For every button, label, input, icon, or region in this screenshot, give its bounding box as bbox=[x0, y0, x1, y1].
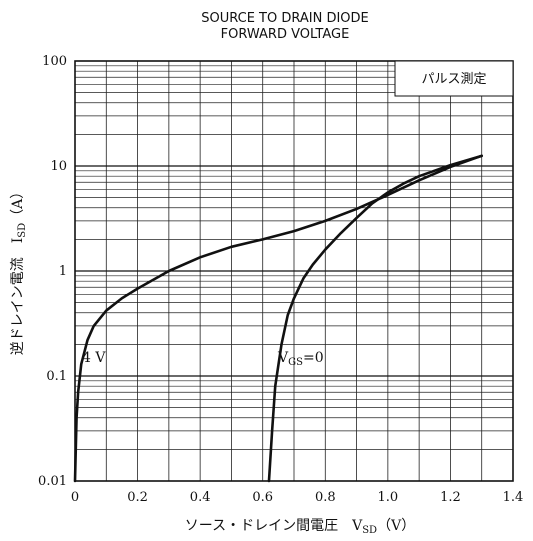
plot-frame bbox=[74, 60, 514, 482]
y-axis-ticks: 0.01 0.1 1 10 100 bbox=[38, 54, 67, 489]
x-axis-label-main: ソース・ドレイン間電圧 V bbox=[185, 518, 363, 534]
y-axis-label: 逆ドレイン電流 ISD（A） bbox=[10, 185, 28, 356]
x-axis-label: ソース・ドレイン間電圧 VSD（V） bbox=[185, 518, 415, 536]
chart-title: SOURCE TO DRAIN DIODE FORWARD VOLTAGE bbox=[201, 11, 369, 42]
x-tick-label: 0.2 bbox=[127, 490, 148, 505]
x-tick-label: 0.4 bbox=[190, 490, 211, 505]
x-tick-label: 1.4 bbox=[503, 490, 524, 505]
grid bbox=[75, 61, 513, 481]
chart-title-line-2: FORWARD VOLTAGE bbox=[221, 27, 350, 42]
series-label-vgs0-rest: =0 bbox=[303, 350, 324, 366]
x-axis-label-sub: SD bbox=[362, 525, 377, 536]
x-tick-label: 0.8 bbox=[315, 490, 336, 505]
x-tick-label: 1.0 bbox=[378, 490, 399, 505]
chart-title-line-1: SOURCE TO DRAIN DIODE bbox=[201, 11, 369, 26]
y-tick-label: 100 bbox=[42, 54, 67, 69]
legend-box: パルス測定 bbox=[394, 60, 514, 97]
y-axis-label-unit: （A） bbox=[10, 185, 26, 223]
legend-box-text: パルス測定 bbox=[421, 72, 486, 87]
series-label-vgs0-sub: GS bbox=[288, 357, 303, 368]
legend-box-frame bbox=[394, 60, 514, 97]
series-label-4v: 4 V bbox=[82, 350, 106, 366]
plot-area-border bbox=[74, 60, 514, 482]
series-labels: 4 V VGS=0 bbox=[82, 350, 324, 368]
series-lines bbox=[73, 154, 484, 483]
series-label-vgs0: VGS=0 bbox=[277, 350, 324, 368]
series-label-vgs0-main: V bbox=[277, 350, 289, 366]
y-tick-label: 0.01 bbox=[38, 474, 67, 489]
y-tick-label: 1 bbox=[59, 264, 67, 279]
x-axis-label-unit: （V） bbox=[377, 518, 415, 534]
x-tick-label: 0.6 bbox=[252, 490, 273, 505]
series-line-4v bbox=[73, 154, 484, 483]
series-line-vgs0 bbox=[267, 154, 484, 483]
y-tick-label: 10 bbox=[50, 159, 67, 174]
x-axis-ticks: 0 0.2 0.4 0.6 0.8 1.0 1.2 1.4 bbox=[71, 490, 523, 505]
x-tick-label: 1.2 bbox=[440, 490, 461, 505]
y-tick-label: 0.1 bbox=[46, 369, 67, 384]
y-axis-label-sub: SD bbox=[17, 223, 28, 238]
x-tick-label: 0 bbox=[71, 490, 79, 505]
y-axis-label-main: 逆ドレイン電流 I bbox=[10, 238, 26, 356]
